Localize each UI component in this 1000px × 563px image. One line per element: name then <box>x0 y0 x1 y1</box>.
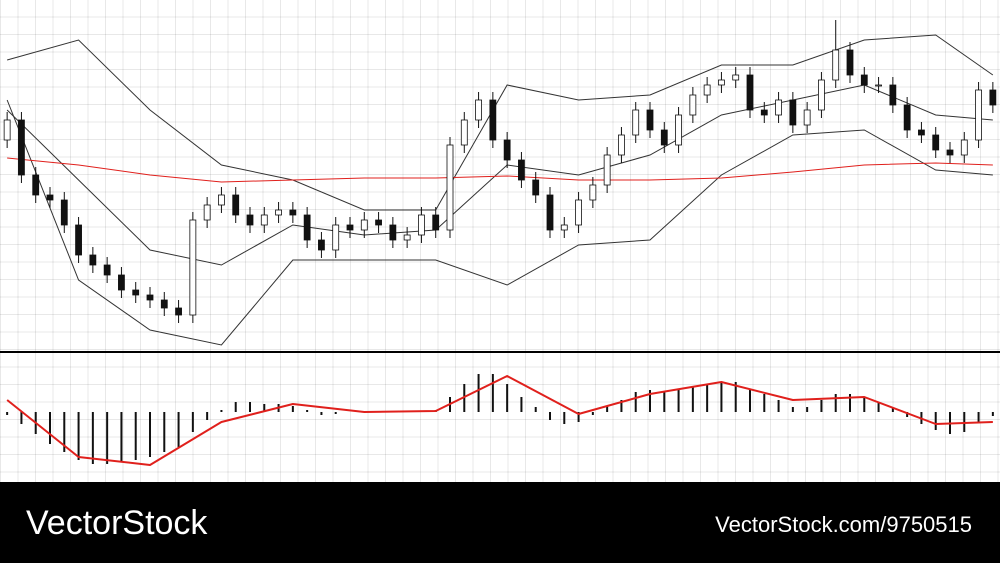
candle-body <box>946 149 954 156</box>
candle-body <box>846 49 854 76</box>
candle-body <box>375 219 382 226</box>
candle-body <box>989 89 997 106</box>
candle-body <box>103 264 111 276</box>
candle-body <box>518 159 525 181</box>
candle-body <box>689 94 697 116</box>
candle-body <box>332 224 340 251</box>
candle-body <box>403 234 411 241</box>
candle-body <box>660 129 668 146</box>
candle-body <box>532 179 540 196</box>
candle-body <box>289 209 297 216</box>
candle-body <box>46 194 54 201</box>
candle-body <box>546 194 554 231</box>
candle-body <box>575 199 582 226</box>
candle-body <box>803 109 811 126</box>
candle-body <box>589 184 597 201</box>
candle-body <box>975 89 982 141</box>
candle-body <box>818 79 825 111</box>
candle-body <box>89 254 97 266</box>
candle-body <box>475 99 482 121</box>
watermark-id: VectorStock.com/9750515 <box>715 512 972 537</box>
candle-body <box>75 224 82 256</box>
candle-body <box>860 74 868 86</box>
candle-body <box>203 204 211 221</box>
candle-body <box>3 119 11 141</box>
candle-body <box>903 104 911 131</box>
band-line <box>6 99 993 346</box>
band-line <box>7 34 994 211</box>
candle-body <box>360 219 368 231</box>
candle-body <box>218 194 225 206</box>
candle-body <box>175 307 182 316</box>
candle-body <box>18 119 25 176</box>
candle-body <box>889 84 897 106</box>
candle-body <box>646 109 654 131</box>
candle-body <box>446 144 454 231</box>
candle-body <box>303 214 311 241</box>
candle-body <box>618 134 625 156</box>
candle-body <box>789 99 797 126</box>
candle-body <box>603 154 611 186</box>
candle-body <box>760 109 768 116</box>
watermark-brand: VectorStock <box>26 504 208 542</box>
candle-body <box>32 174 40 196</box>
candle-body <box>60 199 68 226</box>
candle-body <box>746 74 754 111</box>
candle-body <box>489 99 497 141</box>
candle-body <box>246 214 254 226</box>
candle-body <box>160 299 168 309</box>
candle-body <box>146 294 154 301</box>
candle-body <box>132 289 140 296</box>
candle-body <box>118 274 125 291</box>
signal-line <box>6 375 993 466</box>
candle-body <box>775 99 782 116</box>
candle-body <box>560 224 568 231</box>
candle-body <box>703 84 711 96</box>
candle-body <box>318 239 325 251</box>
candle-body <box>960 139 968 156</box>
candle-body <box>260 214 268 226</box>
candle-body <box>275 209 282 216</box>
candle-body <box>389 224 397 241</box>
band-line <box>7 157 993 183</box>
candle-body <box>832 49 840 81</box>
watermark-bar <box>0 482 1000 563</box>
candle-body <box>875 84 882 87</box>
candle-body <box>718 79 725 86</box>
candle-body <box>732 74 740 81</box>
candle-body <box>232 194 240 216</box>
candle-body <box>460 119 468 146</box>
candle-body <box>932 134 940 151</box>
candle-body <box>632 109 640 136</box>
candle-body <box>503 139 511 161</box>
candle-body <box>189 219 197 316</box>
candle-body <box>675 114 682 146</box>
candle-body <box>432 214 440 231</box>
candle-body <box>346 224 354 231</box>
candle-body <box>918 129 925 136</box>
candle-body <box>418 214 425 236</box>
